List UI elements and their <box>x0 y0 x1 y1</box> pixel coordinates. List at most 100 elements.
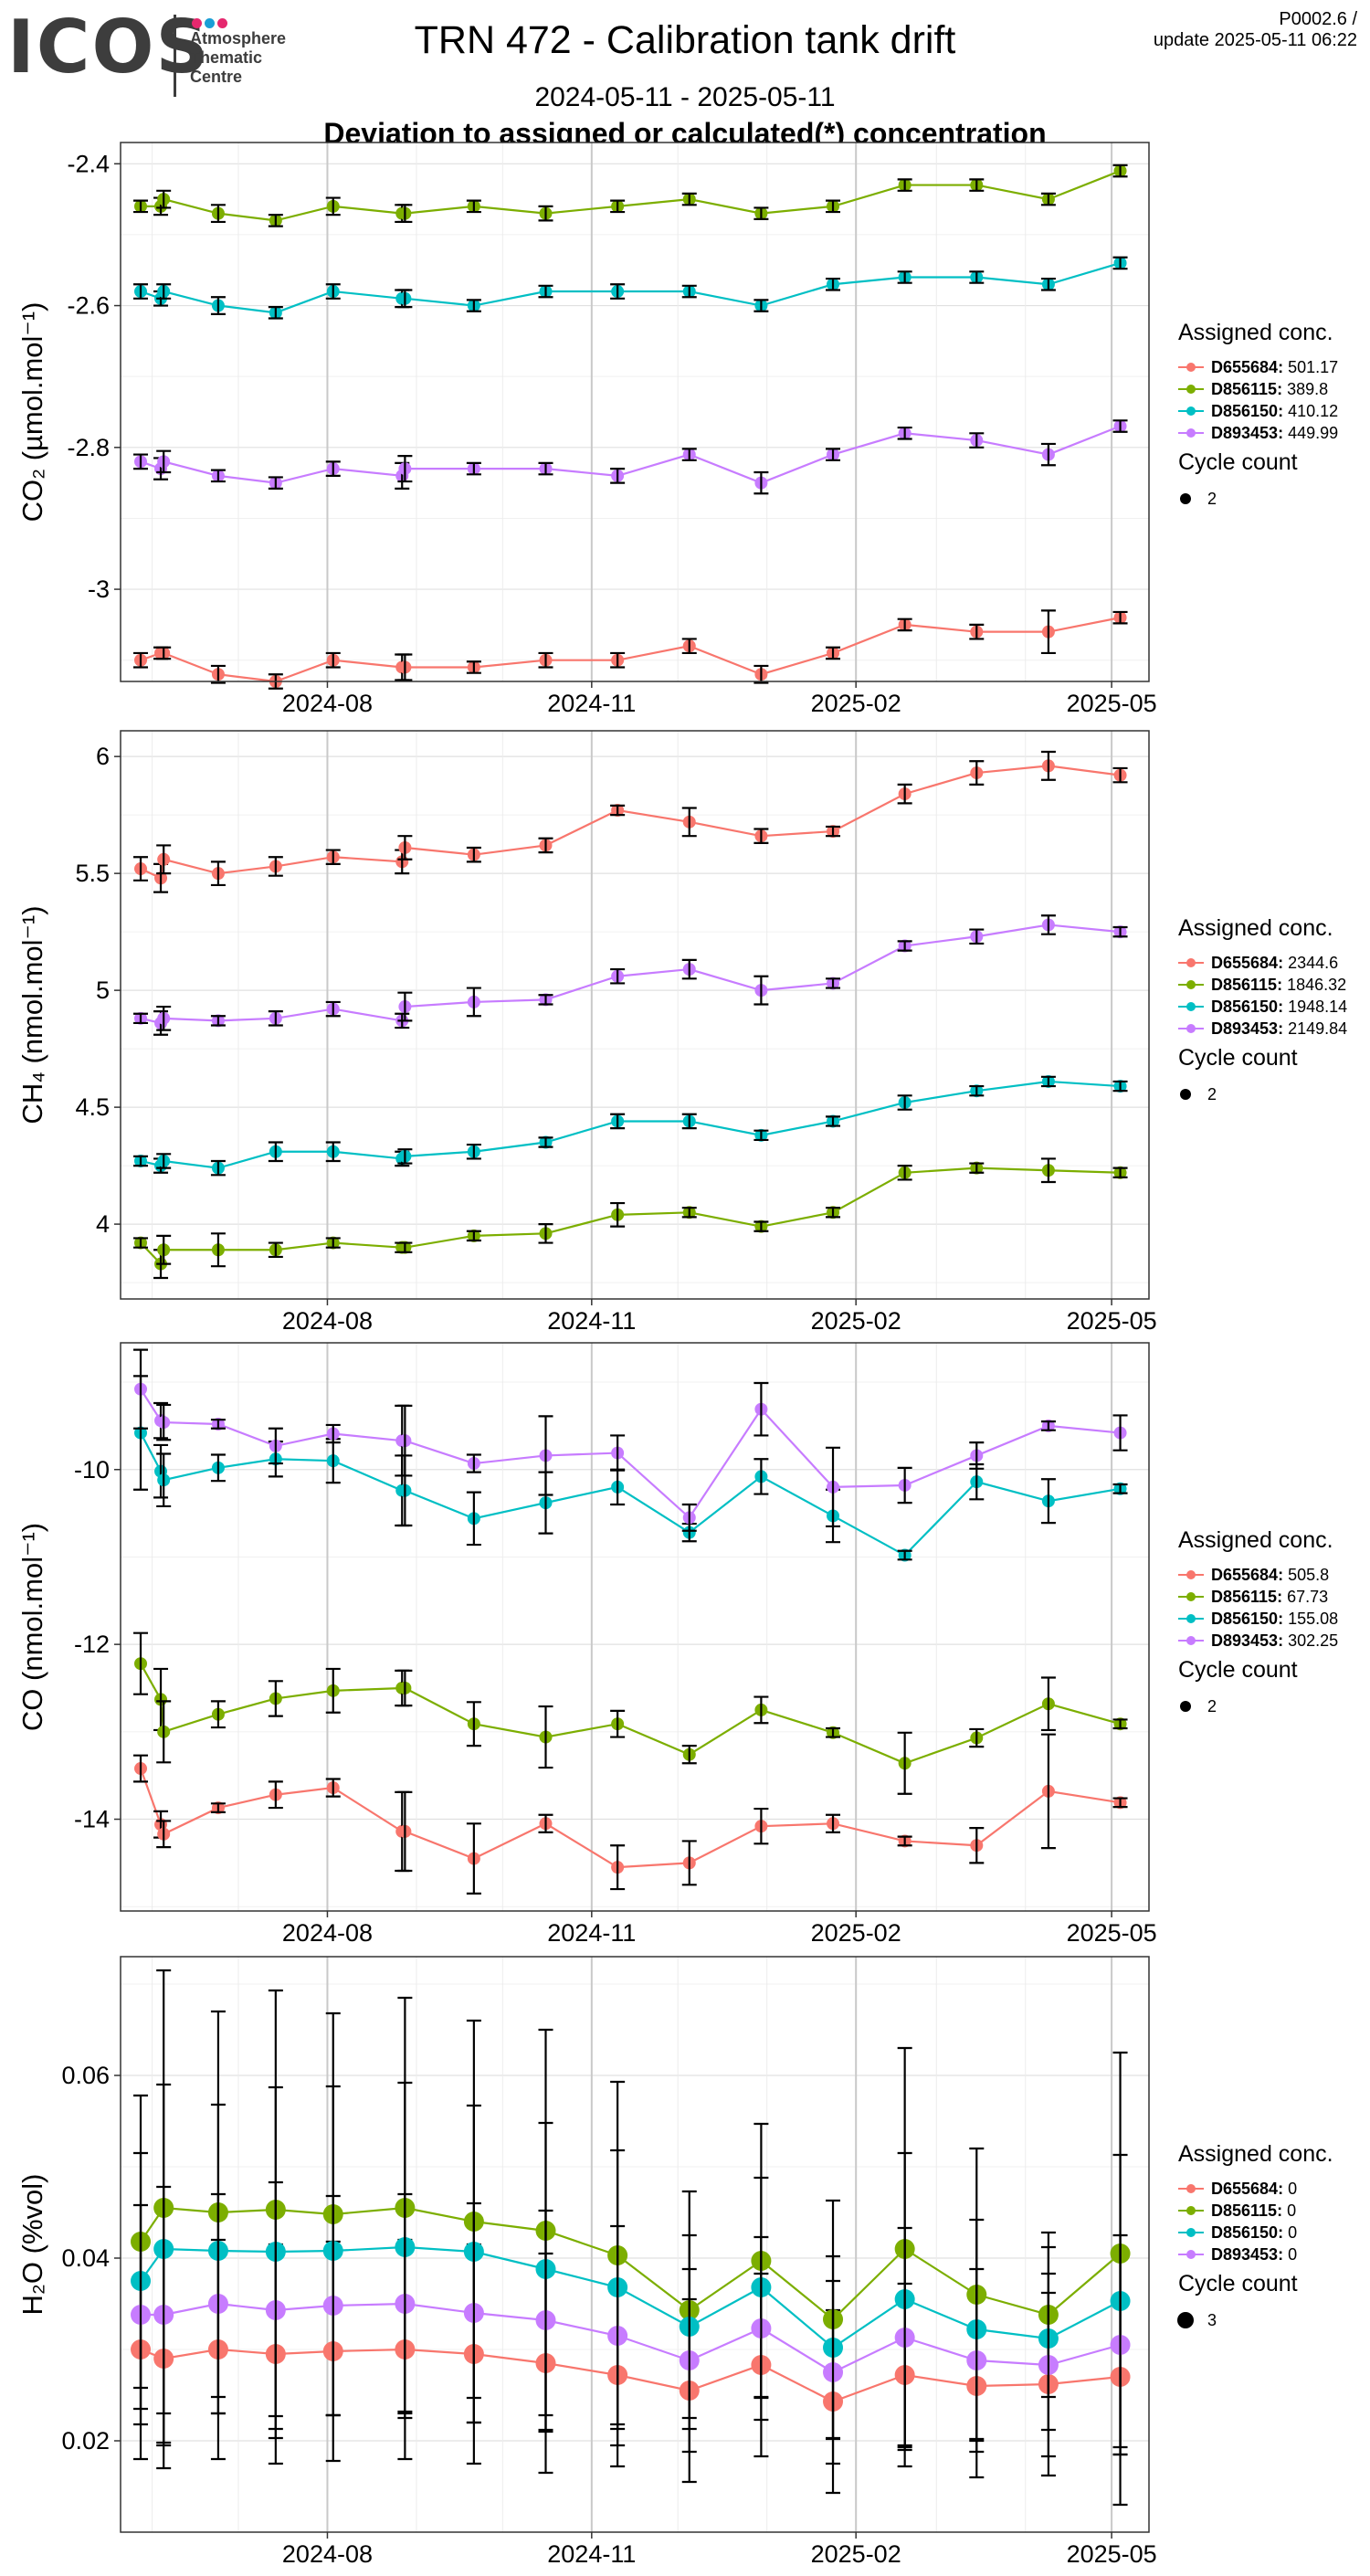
y-axis-label: CO₂ (µmol.mol⁻¹) <box>16 302 48 523</box>
legend-key-point <box>1186 1636 1196 1645</box>
legend-entry: D893453: 449.99 <box>1211 424 1338 442</box>
x-tick-label: 2024-11 <box>547 2540 636 2568</box>
x-tick-label: 2024-11 <box>547 1307 636 1335</box>
y-tick-label: 6 <box>96 743 110 770</box>
legend-key-point <box>1186 2228 1196 2237</box>
x-tick-label: 2024-11 <box>547 690 636 717</box>
logo-dot <box>205 18 215 28</box>
legend-key-point <box>1186 428 1196 438</box>
y-tick-label: 4 <box>96 1210 110 1238</box>
header-meta: P0002.6 / update 2025-05-11 06:22 <box>1154 9 1357 51</box>
legend-entry: D856115: 1846.32 <box>1211 976 1346 994</box>
update-label: update 2025-05-11 06:22 <box>1153 30 1357 50</box>
legend-entry: D893453: 0 <box>1211 2245 1297 2264</box>
plot-border <box>120 1342 1150 1912</box>
legend-key-point <box>1186 1002 1196 1011</box>
legend-key-point <box>1186 1570 1196 1579</box>
size-legend-label: 3 <box>1207 2311 1217 2329</box>
y-axis-label: CH₄ (nmol.mol⁻¹) <box>16 905 48 1124</box>
legend-entry: D856115: 67.73 <box>1211 1588 1328 1606</box>
legend-key-point <box>1186 406 1196 416</box>
legend-key-point <box>1186 2206 1196 2215</box>
series-line-D856115 <box>140 1167 1121 1266</box>
series-line-D893453 <box>140 1388 1121 1520</box>
x-tick-label: 2024-11 <box>547 1919 636 1947</box>
y-tick-label: -2.4 <box>67 150 110 177</box>
x-tick-label: 2025-05 <box>1067 1919 1157 1947</box>
date-range: 2024-05-11 - 2025-05-11 <box>534 82 836 112</box>
x-tick-label: 2025-02 <box>811 690 901 717</box>
logo-dots <box>192 16 230 33</box>
icos-logo: ICOS Atmosphere Thematic Centre <box>7 9 309 100</box>
series-line-D856150 <box>140 1080 1121 1169</box>
y-tick-label: 0.06 <box>61 2062 110 2089</box>
legend-entry: D856150: 155.08 <box>1211 1610 1338 1628</box>
legend-title: Assigned conc. <box>1178 915 1333 941</box>
legend-title: Assigned conc. <box>1178 1527 1333 1553</box>
y-axis-label: H₂O (%vol) <box>16 2174 48 2316</box>
legend-entry: D655684: 2344.6 <box>1211 954 1338 972</box>
series-line-D856150 <box>140 1432 1121 1557</box>
legend-title: Assigned conc. <box>1178 2141 1333 2167</box>
logo-line-2: Thematic <box>190 48 263 67</box>
legend-key-point <box>1186 1614 1196 1623</box>
legend-key-point <box>1186 2184 1196 2193</box>
logo-dot <box>192 18 202 28</box>
x-tick-label: 2025-02 <box>811 2540 901 2568</box>
logo-dot <box>217 18 227 28</box>
size-legend-point <box>1180 1701 1191 1712</box>
series-line-D856150 <box>140 2245 1122 2349</box>
series-line-D655684 <box>140 765 1121 880</box>
y-tick-label: -3 <box>88 575 110 603</box>
legend-entry: D655684: 0 <box>1211 2180 1297 2198</box>
x-tick-label: 2025-02 <box>811 1307 901 1335</box>
y-axis-label: CO (nmol.mol⁻¹) <box>16 1523 48 1731</box>
chart-panel-ch4: 6 5.5 5 4.5 4 2024-08 2024-11 2025-02 2025-05 CH₄… <box>16 730 1347 1335</box>
legend-entry: D856150: 410.12 <box>1211 402 1338 420</box>
legend-entry: D893453: 302.25 <box>1211 1631 1338 1650</box>
x-tick-label: 2025-05 <box>1067 2540 1157 2568</box>
plot-background <box>121 1343 1149 1911</box>
series-line-D893453 <box>141 2302 1121 2374</box>
size-legend-point <box>1180 1089 1191 1100</box>
size-legend-title: Cycle count <box>1178 2271 1298 2296</box>
logo-line-1: Atmosphere <box>190 29 287 48</box>
x-tick-label: 2024-08 <box>282 2540 373 2568</box>
legend-entry: D655684: 505.8 <box>1211 1566 1329 1584</box>
y-tick-label: 5.5 <box>75 860 110 887</box>
y-tick-label: -12 <box>74 1631 110 1658</box>
x-tick-label: 2024-08 <box>282 1307 373 1335</box>
series-line-D856150 <box>140 261 1121 314</box>
legend-key-point <box>1186 2250 1196 2259</box>
size-legend-title: Cycle count <box>1178 1657 1298 1683</box>
x-tick-label: 2025-05 <box>1067 1307 1157 1335</box>
legend-entry: D856150: 0 <box>1211 2223 1297 2242</box>
logo-line-3: Centre <box>190 68 243 86</box>
y-tick-label: 0.02 <box>61 2427 110 2455</box>
legend-title: Assigned conc. <box>1178 320 1333 345</box>
size-legend-title: Cycle count <box>1178 449 1298 475</box>
legend-key-point <box>1186 980 1196 989</box>
legend-key-point <box>1186 1024 1196 1033</box>
legend-entry: D655684: 501.17 <box>1211 358 1338 376</box>
x-tick-label: 2024-08 <box>282 1919 373 1947</box>
series-line-D893453 <box>140 425 1121 484</box>
x-tick-label: 2024-08 <box>282 690 373 717</box>
plot-border <box>120 730 1150 1300</box>
version-label: P0002.6 / <box>1279 9 1357 29</box>
size-legend-point <box>1180 493 1191 504</box>
size-legend-label: 2 <box>1207 490 1217 508</box>
series-line-D893453 <box>140 924 1121 1025</box>
legend-key-point <box>1186 958 1196 967</box>
series-line-D856115 <box>140 2206 1122 2321</box>
size-legend-label: 2 <box>1207 1697 1217 1716</box>
chart-panel-co: -10 -12 -14 2024-08 2024-11 2025-02 2025-05 CO … <box>16 1342 1338 1947</box>
legend-key-point <box>1186 1592 1196 1601</box>
y-tick-label: -14 <box>74 1806 110 1833</box>
series-line-D856115 <box>141 170 1121 222</box>
size-legend-title: Cycle count <box>1178 1045 1298 1071</box>
y-tick-label: -2.8 <box>67 434 110 461</box>
legend-entry: D893453: 2149.84 <box>1211 1019 1347 1038</box>
series-line-D655684 <box>140 2348 1121 2403</box>
